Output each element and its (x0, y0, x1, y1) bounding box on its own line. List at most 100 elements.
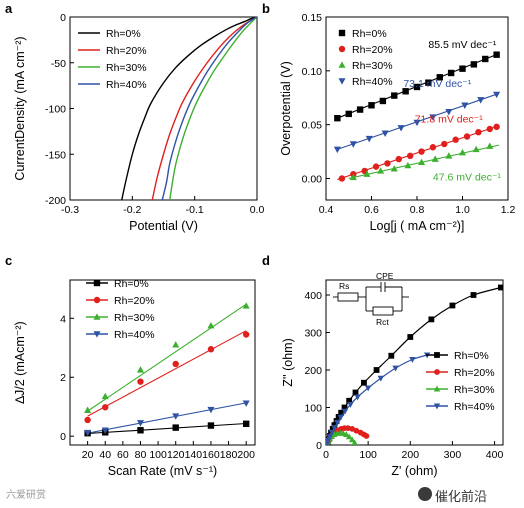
y-tick-label: -200 (45, 195, 66, 207)
x-tick-label: 300 (444, 449, 462, 461)
data-point (346, 397, 353, 404)
x-tick-label: 60 (117, 449, 129, 461)
data-point (326, 434, 333, 441)
data-point (431, 155, 439, 162)
x-tick-label: 0.4 (319, 204, 334, 216)
y-tick-label: 0 (316, 440, 322, 452)
legend-label: Rh=30% (352, 60, 393, 72)
y-tick-label: 0 (60, 431, 66, 443)
data-point (447, 69, 455, 77)
data-point (429, 114, 437, 121)
data-point (242, 302, 250, 309)
fit-line (87, 402, 247, 434)
data-point (470, 61, 478, 68)
series-line (326, 286, 502, 445)
y-tick-label: 0 (60, 12, 66, 24)
data-point (207, 321, 215, 329)
data-point (93, 313, 101, 320)
data-point (428, 316, 435, 323)
legend-label: Rh=40% (352, 76, 393, 88)
x-tick-label: 20 (82, 449, 94, 461)
x-tick-label: 1.0 (455, 204, 470, 216)
data-point (242, 400, 250, 407)
fit-line (87, 330, 247, 417)
data-point (418, 148, 425, 155)
x-tick-label: 200 (402, 449, 420, 461)
circuit-label-cpe: CPE (376, 271, 394, 281)
data-point (137, 427, 144, 434)
data-point (351, 439, 358, 445)
data-point (361, 379, 367, 386)
data-point (93, 331, 101, 338)
data-point (343, 431, 350, 437)
legend-label: Rh=40% (106, 79, 147, 91)
y-axis-label: ∆J/2 (mAcm⁻²) (13, 321, 27, 403)
data-point (497, 284, 503, 291)
plot-area (121, 17, 257, 200)
data-point (101, 392, 109, 400)
data-point (445, 152, 453, 159)
legend-label: Rh=30% (106, 62, 147, 74)
data-point (493, 51, 500, 58)
slope-annotation: 73.1 mV dec⁻¹ (403, 78, 471, 90)
data-point (84, 406, 92, 413)
x-tick-label: 100 (359, 449, 377, 461)
x-tick-label: 200 (237, 449, 255, 461)
data-point (391, 92, 398, 99)
chart-panel-b: b 0.4 0.6 0.8 1.0 1.2 0.00 0.05 0.10 0.15 Log[j ( … (262, 1, 515, 233)
x-axis-label: Z' (ohm) (391, 464, 437, 478)
data-point (486, 125, 493, 133)
legend-label: Rh=0% (106, 28, 141, 40)
data-point (493, 91, 501, 99)
data-point (333, 146, 341, 154)
axes-frame (69, 16, 258, 201)
series-line (151, 17, 257, 200)
data-point (334, 114, 341, 122)
data-point (381, 130, 389, 137)
data-point (172, 360, 179, 368)
data-point (338, 61, 346, 68)
plot-area (84, 302, 250, 437)
data-point (433, 403, 441, 410)
data-point (349, 173, 357, 181)
chart-panel-d: d 0 100 200 300 400 0 100 200 300 400 Z' (ohm) Z'' (… (262, 253, 504, 478)
data-point (242, 420, 250, 427)
data-point (475, 128, 482, 136)
data-point (137, 378, 144, 385)
fit-line (87, 422, 247, 435)
data-point (328, 429, 336, 436)
data-point (441, 140, 448, 148)
y-tick-label: -100 (45, 104, 66, 116)
wechat-icon (418, 487, 432, 501)
legend-label: Rh=40% (454, 401, 495, 413)
chart-panel-c: c 20 40 60 80 100 120 140 160 180 200 0 2 4 Scan Rate … (5, 253, 256, 478)
data-point (363, 433, 370, 439)
x-tick-label: 0.6 (364, 204, 379, 216)
data-point (472, 145, 480, 153)
data-point (354, 394, 361, 401)
data-point (413, 119, 421, 127)
x-tick-label: 400 (486, 449, 504, 461)
data-point (329, 425, 336, 432)
data-point (347, 402, 354, 408)
panel-label: b (262, 1, 270, 16)
slope-annotation: 85.5 mV dec⁻¹ (428, 39, 496, 51)
data-point (345, 433, 353, 440)
data-point (352, 389, 359, 396)
data-point (338, 45, 346, 53)
slope-annotation: 47.6 mV dec⁻¹ (433, 172, 501, 184)
y-tick-label: 300 (304, 328, 322, 340)
figure-canvas: a-0.3 -0.2 -0.1 0.00-50-100-150-200Potentia… (5, 1, 515, 478)
chart-panel-a: a -0.3 -0.2 -0.1 0.0 0 -50 -100 -150 -200 Potentia… (5, 1, 264, 233)
data-point (341, 408, 349, 415)
data-point (402, 88, 409, 95)
data-point (433, 385, 441, 392)
data-point (373, 367, 380, 373)
data-point (341, 404, 348, 411)
y-tick-label: 4 (60, 313, 66, 325)
y-tick-label: 2 (60, 372, 66, 384)
slope-annotation: 71.8 mV dec⁻¹ (415, 113, 483, 125)
data-point (413, 83, 421, 91)
data-point (101, 427, 109, 434)
x-tick-label: 40 (99, 449, 111, 461)
